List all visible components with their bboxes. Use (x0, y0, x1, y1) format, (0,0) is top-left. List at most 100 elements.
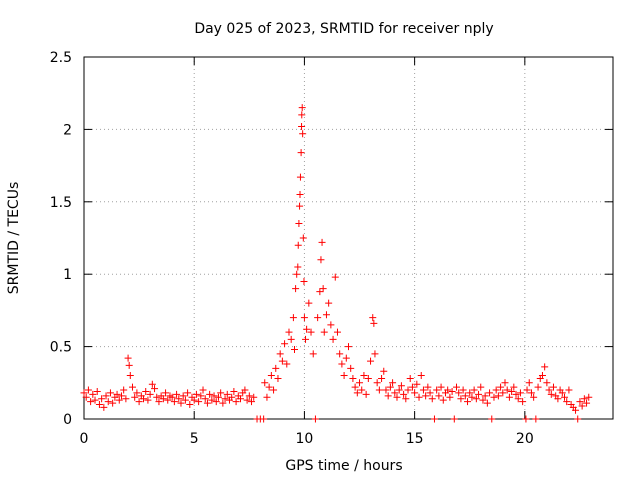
data-point (338, 360, 346, 368)
data-point (80, 389, 88, 397)
axis-ticks (83, 56, 613, 420)
data-point (265, 383, 273, 391)
data-point (283, 360, 291, 368)
data-point (483, 399, 491, 407)
data-point (190, 396, 198, 404)
data-point (453, 383, 461, 391)
data-point (437, 383, 445, 391)
data-point (177, 399, 185, 407)
data-point (457, 395, 465, 403)
data-point (370, 319, 378, 327)
data-point (380, 367, 388, 375)
data-point (144, 396, 152, 404)
data-point (554, 395, 562, 403)
data-point (444, 386, 452, 394)
data-point (369, 314, 377, 322)
data-point (576, 398, 584, 406)
data-point (561, 393, 569, 401)
data-point (464, 398, 472, 406)
data-point (248, 398, 256, 406)
data-point (236, 395, 244, 403)
data-point (585, 393, 593, 401)
y-tick-label: 0.5 (50, 340, 72, 356)
data-point (468, 393, 476, 401)
data-point (522, 415, 530, 423)
data-point (102, 392, 110, 400)
data-point (481, 392, 489, 400)
data-point (159, 395, 167, 403)
data-point (470, 386, 478, 394)
data-point (362, 390, 370, 398)
data-point (353, 389, 361, 397)
data-point (419, 386, 427, 394)
data-point (580, 395, 588, 403)
data-point (299, 234, 307, 242)
x-tick-label: 5 (190, 431, 199, 447)
data-point (199, 386, 207, 394)
data-point (408, 383, 416, 391)
data-point (91, 396, 99, 404)
data-point (142, 387, 150, 395)
data-point (294, 241, 302, 249)
data-point (490, 393, 498, 401)
data-point (563, 398, 571, 406)
data-point (364, 374, 372, 382)
data-point (415, 393, 423, 401)
data-point (527, 389, 535, 397)
data-point (417, 372, 425, 380)
data-point (131, 393, 139, 401)
data-point (250, 393, 258, 401)
data-point (426, 389, 434, 397)
data-point (384, 392, 392, 400)
data-point (208, 396, 216, 404)
y-tick-label: 2.5 (50, 50, 72, 66)
data-point (298, 104, 306, 112)
data-point (299, 130, 307, 138)
data-point (342, 354, 350, 362)
data-point (84, 386, 92, 394)
data-point (305, 299, 313, 307)
data-point (329, 335, 337, 343)
data-point (272, 364, 280, 372)
x-tick-label: 20 (516, 431, 534, 447)
data-point (117, 392, 125, 400)
data-point (488, 415, 496, 423)
data-point (106, 389, 114, 397)
data-point (297, 149, 305, 157)
data-point (296, 191, 304, 199)
data-point (378, 374, 386, 382)
data-point (538, 372, 546, 380)
data-point (82, 393, 90, 401)
data-point (223, 390, 231, 398)
data-point (87, 398, 95, 406)
data-point (583, 399, 591, 407)
grid-lines (84, 57, 613, 419)
data-point (155, 398, 163, 406)
data-point (373, 379, 381, 387)
data-point (413, 380, 421, 388)
data-point (281, 340, 289, 348)
data-point (290, 345, 298, 353)
data-point (120, 386, 128, 394)
data-point (499, 389, 507, 397)
data-point (400, 390, 408, 398)
data-point (543, 379, 551, 387)
data-point (545, 386, 553, 394)
data-point (151, 385, 159, 393)
data-point (314, 314, 322, 322)
y-tick-labels: 0 0.5 1 1.5 2 2.5 (50, 50, 72, 428)
data-point (267, 372, 275, 380)
data-point (446, 393, 454, 401)
data-point (95, 401, 103, 409)
data-point (175, 395, 183, 403)
data-point (260, 415, 268, 423)
data-point (327, 321, 335, 329)
data-point (510, 383, 518, 391)
data-point (333, 328, 341, 336)
data-point (430, 415, 438, 423)
plot-area-frame (83, 56, 614, 420)
data-point (317, 256, 325, 264)
data-point (309, 350, 317, 358)
data-point (514, 395, 522, 403)
